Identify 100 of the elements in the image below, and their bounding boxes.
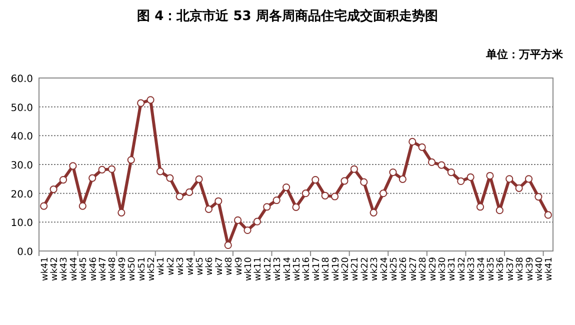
point bbox=[146, 96, 154, 104]
x-tick-label: wk42 bbox=[50, 257, 60, 282]
x-tick-label: wk24 bbox=[380, 256, 390, 282]
x-tick-label: wk9 bbox=[234, 256, 244, 276]
x-tick-label: wk6 bbox=[205, 256, 216, 276]
point bbox=[408, 138, 416, 146]
y-tick-label: 0.0 bbox=[17, 247, 33, 258]
x-tick-label: wk38 bbox=[516, 256, 526, 282]
x-tick-label: wk32 bbox=[457, 257, 468, 282]
point bbox=[457, 177, 465, 186]
y-tick-label: 10.0 bbox=[10, 218, 33, 230]
x-tick-label: wk41 bbox=[544, 257, 555, 282]
x-tick-label: wk21 bbox=[350, 257, 361, 282]
point bbox=[544, 211, 552, 219]
point bbox=[476, 203, 484, 211]
point bbox=[118, 208, 126, 216]
point bbox=[234, 216, 242, 224]
point bbox=[59, 176, 68, 184]
x-tick-label: wk2 bbox=[166, 257, 176, 276]
point bbox=[69, 162, 77, 170]
y-tick-label: 60.0 bbox=[10, 74, 33, 85]
point bbox=[214, 197, 222, 205]
x-tick-label: wk14 bbox=[282, 256, 293, 282]
point bbox=[534, 192, 542, 201]
point bbox=[137, 99, 145, 107]
x-tick-label: wk40 bbox=[534, 256, 545, 282]
y-tick-label: 40.0 bbox=[10, 132, 33, 143]
x-tick-label: wk39 bbox=[525, 256, 536, 282]
x-tick-label: wk44 bbox=[69, 256, 80, 282]
x-tick-label: wk30 bbox=[438, 256, 448, 282]
point bbox=[321, 192, 329, 200]
x-tick-label: wk12 bbox=[263, 257, 274, 282]
x-tick-label: wk43 bbox=[60, 257, 70, 282]
point bbox=[466, 173, 474, 181]
x-tick-label: wk26 bbox=[399, 256, 410, 282]
point bbox=[486, 172, 494, 180]
x-tick-label: wk41 bbox=[40, 257, 50, 282]
x-tick-label: wk47 bbox=[98, 257, 109, 282]
point bbox=[88, 174, 96, 182]
x-tick-label: wk19 bbox=[331, 256, 342, 282]
point bbox=[360, 178, 368, 186]
point bbox=[302, 190, 310, 198]
point bbox=[418, 143, 426, 151]
point bbox=[156, 168, 164, 176]
point bbox=[186, 188, 194, 196]
point bbox=[496, 206, 504, 214]
x-tick-label: wk4 bbox=[186, 256, 196, 276]
y-axis-title: 单位：万平方米 bbox=[485, 48, 564, 61]
x-tick-label: wk25 bbox=[389, 257, 400, 282]
point bbox=[515, 184, 523, 192]
x-tick-label: wk5 bbox=[196, 257, 206, 276]
point bbox=[370, 208, 378, 216]
x-tick-label: wk33 bbox=[467, 257, 478, 282]
point bbox=[398, 175, 406, 184]
x-tick-label: wk29 bbox=[428, 256, 438, 282]
point bbox=[108, 165, 116, 173]
y-tick-label: 50.0 bbox=[10, 102, 33, 114]
x-tick-label: wk20 bbox=[340, 256, 351, 282]
point bbox=[389, 168, 397, 176]
point bbox=[447, 168, 455, 176]
x-tick-label: wk22 bbox=[360, 257, 370, 282]
x-tick-label: wk10 bbox=[244, 256, 254, 282]
point bbox=[282, 183, 290, 192]
x-tick-label: wk27 bbox=[408, 257, 419, 282]
x-tick-label: wk31 bbox=[448, 257, 458, 282]
x-tick-label: wk35 bbox=[486, 257, 496, 282]
point bbox=[340, 177, 348, 185]
point bbox=[176, 192, 184, 200]
x-tick-label: wk15 bbox=[292, 257, 302, 282]
point bbox=[244, 226, 252, 234]
x-tick-label: wk8 bbox=[224, 256, 235, 276]
x-tick-label: wk16 bbox=[302, 256, 312, 282]
x-tick-label: wk13 bbox=[273, 257, 284, 282]
x-tick-label: wk34 bbox=[476, 256, 487, 282]
x-tick-label: wk23 bbox=[370, 257, 380, 282]
point bbox=[127, 156, 135, 164]
point bbox=[428, 158, 436, 166]
point bbox=[40, 202, 48, 210]
x-tick-label: wk17 bbox=[312, 257, 322, 282]
x-tick-label: wk52 bbox=[147, 257, 158, 282]
point bbox=[438, 161, 446, 169]
x-tick-label: wk37 bbox=[506, 257, 516, 282]
point bbox=[50, 185, 58, 194]
x-tick-label: wk46 bbox=[88, 256, 99, 282]
point bbox=[78, 202, 86, 210]
point bbox=[204, 205, 213, 213]
point bbox=[292, 203, 300, 211]
point bbox=[253, 218, 262, 226]
chart-title: 图 4：北京市近 53 周各周商品住宅成交面积走势图 bbox=[137, 8, 438, 24]
point bbox=[272, 196, 280, 204]
x-tick-label: wk11 bbox=[254, 257, 264, 282]
point bbox=[350, 165, 358, 173]
point bbox=[506, 175, 514, 183]
x-tick-label: wk28 bbox=[418, 256, 429, 282]
point bbox=[312, 176, 320, 184]
x-tick-label: wk45 bbox=[79, 257, 90, 282]
point bbox=[524, 175, 533, 183]
x-tick-label: wk48 bbox=[108, 256, 118, 282]
x-tick-label: wk7 bbox=[214, 257, 225, 276]
x-tick-label: wk51 bbox=[137, 257, 148, 282]
